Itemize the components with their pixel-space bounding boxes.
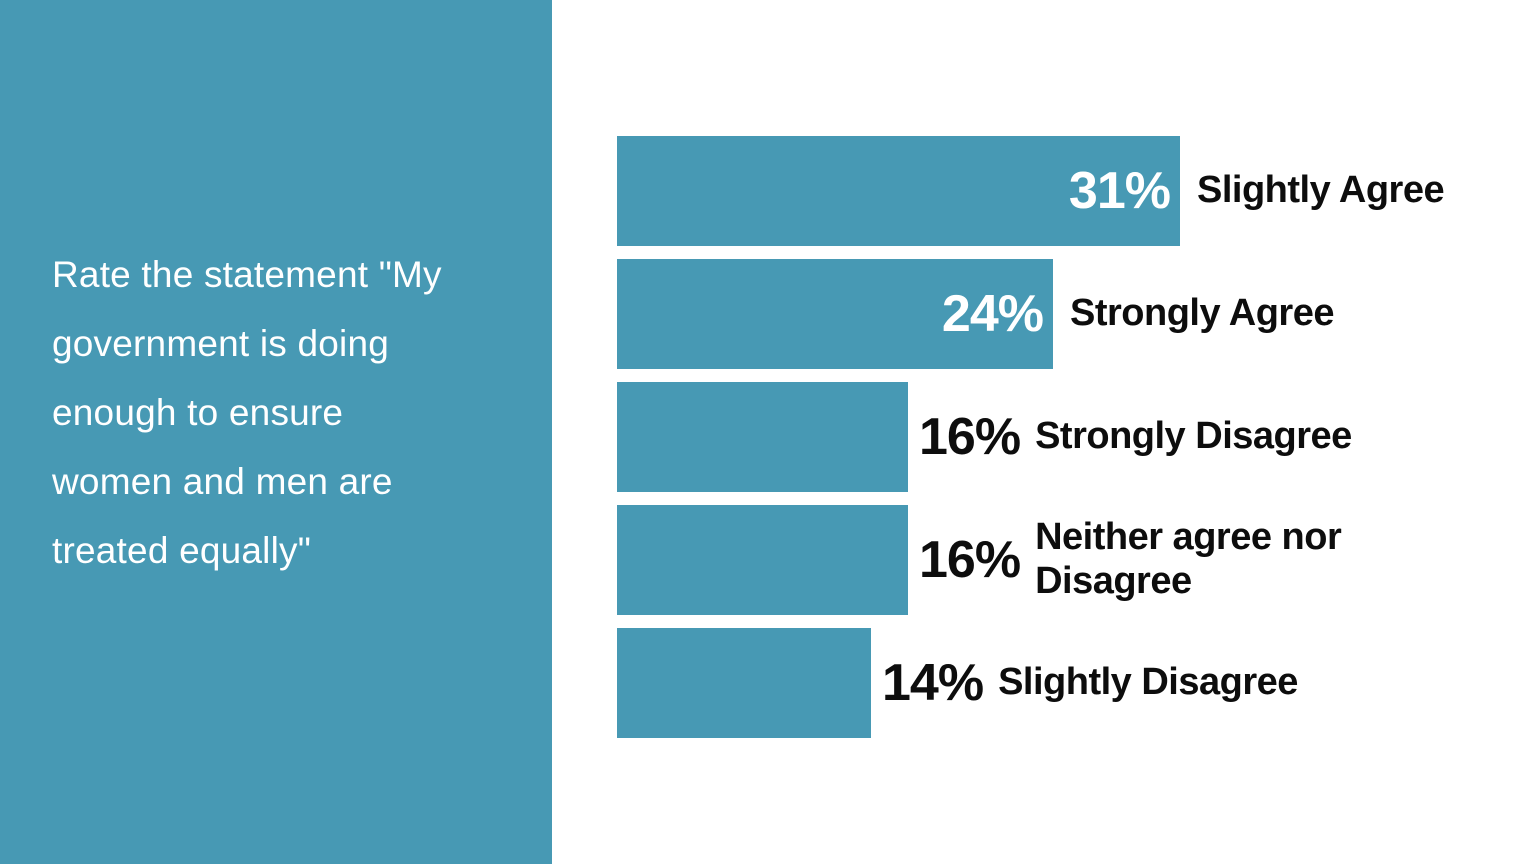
bar-chart: 31% Slightly Agree 24% Strongly Agree 16… xyxy=(617,136,1517,751)
bar-row-strongly-disagree: 16% Strongly Disagree xyxy=(617,382,1517,492)
bar-label-strongly-agree: Strongly Agree xyxy=(1070,292,1334,335)
bar-label-strongly-disagree: Strongly Disagree xyxy=(1035,415,1352,458)
bar-row-slightly-agree: 31% Slightly Agree xyxy=(617,136,1517,246)
bar-neither xyxy=(617,505,908,615)
bar-strongly-agree: 24% xyxy=(617,259,1053,369)
bar-value-slightly-agree: 31% xyxy=(1068,162,1171,220)
bar-row-strongly-agree: 24% Strongly Agree xyxy=(617,259,1517,369)
bar-value-strongly-agree: 24% xyxy=(941,285,1044,343)
bar-strongly-disagree xyxy=(617,382,908,492)
bar-row-neither: 16% Neither agree nor Disagree xyxy=(617,505,1517,615)
bar-row-slightly-disagree: 14% Slightly Disagree xyxy=(617,628,1517,738)
bar-slightly-agree: 31% xyxy=(617,136,1180,246)
sidebar: Rate the statement "My government is doi… xyxy=(0,0,552,864)
bar-label-slightly-disagree: Slightly Disagree xyxy=(998,661,1298,704)
bar-slightly-disagree xyxy=(617,628,871,738)
statement-text: Rate the statement "My government is doi… xyxy=(52,254,442,571)
bar-label-neither: Neither agree nor Disagree xyxy=(1035,516,1342,602)
bar-value-strongly-disagree: 16% xyxy=(919,408,1021,466)
bar-value-slightly-disagree: 14% xyxy=(882,654,984,712)
bar-value-neither: 16% xyxy=(919,531,1021,589)
bar-label-slightly-agree: Slightly Agree xyxy=(1197,169,1445,212)
